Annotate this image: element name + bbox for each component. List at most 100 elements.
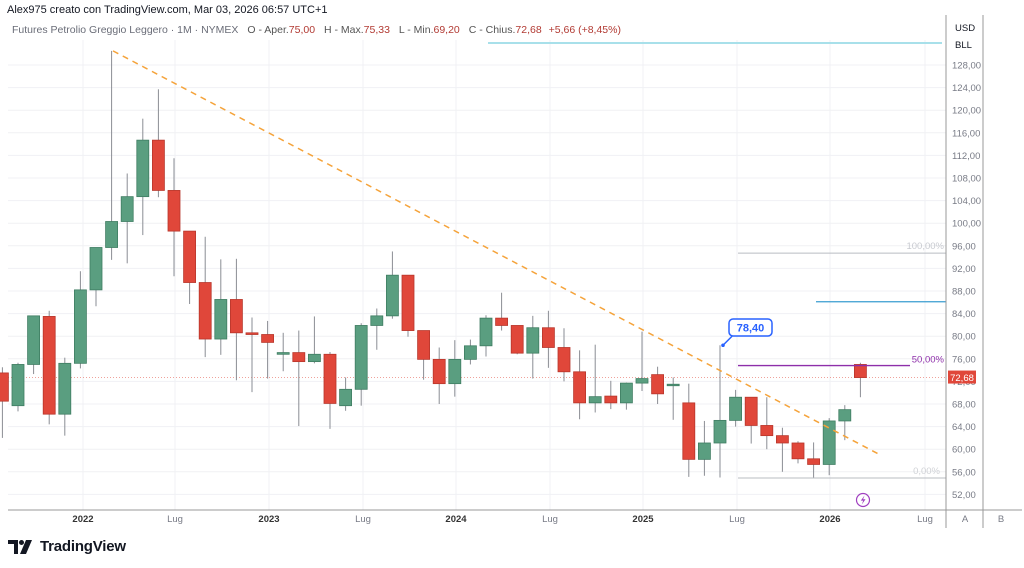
candle	[729, 396, 742, 421]
candle	[463, 345, 477, 360]
candle	[370, 315, 384, 326]
candle	[822, 420, 836, 465]
grid-lines	[8, 40, 946, 510]
open-label: O - Aper.	[247, 24, 289, 36]
candle	[183, 230, 197, 283]
low-value: 69,20	[433, 24, 460, 36]
chart-credit: Alex975 creato con TradingView.com, Mar …	[7, 4, 328, 16]
candle	[354, 325, 368, 390]
candle	[432, 358, 446, 385]
high-value: 75,33	[363, 24, 390, 36]
candle	[588, 396, 602, 404]
symbol-title[interactable]: Futures Petrolio Greggio Leggero · 1M · …	[12, 24, 239, 36]
drawings[interactable]: 100,00% 50,00% 0,00% 78,40	[112, 42, 946, 508]
candle	[105, 221, 118, 248]
time-tick: 2025	[632, 514, 654, 525]
low-label: L - Min.	[398, 24, 434, 36]
price-callout-text: 78,40	[737, 323, 765, 335]
price-callout[interactable]	[728, 318, 773, 337]
lightning-icon[interactable]	[855, 492, 871, 508]
close-value: 72,68	[515, 24, 542, 36]
candle	[401, 274, 415, 331]
price-tick: 128,00	[952, 61, 981, 72]
price-tick: 64,00	[952, 422, 976, 433]
candle	[0, 372, 9, 402]
candle	[74, 289, 87, 364]
candle	[198, 282, 212, 340]
candle	[120, 196, 134, 222]
candle	[11, 364, 25, 407]
candle	[838, 409, 852, 422]
price-tick: 120,00	[952, 106, 981, 117]
open-value: 75,00	[288, 24, 316, 36]
candle	[542, 327, 555, 348]
time-tick: 2023	[258, 514, 279, 525]
candle	[651, 374, 664, 395]
candle	[151, 139, 165, 191]
price-tick: 108,00	[952, 174, 981, 185]
candle	[666, 383, 680, 387]
price-axis[interactable]: 52,0056,0060,0064,0068,0072,0076,0080,00…	[945, 15, 984, 528]
candle	[854, 364, 867, 378]
candle	[713, 419, 727, 444]
candle	[495, 317, 509, 326]
logo-text: TradingView	[40, 538, 126, 555]
fib-100-label: 100,00%	[906, 241, 944, 252]
candle	[760, 425, 774, 437]
price-tick: 88,00	[952, 287, 976, 298]
candle	[42, 316, 56, 415]
price-tick: 116,00	[952, 128, 980, 139]
candle	[682, 402, 696, 460]
unit-label: BLL	[955, 40, 972, 51]
price-tick: 52,00	[952, 490, 976, 501]
trendline[interactable]	[112, 50, 879, 455]
candles	[0, 50, 867, 479]
scale-button-a[interactable]: A	[962, 514, 969, 525]
candle	[604, 395, 618, 404]
time-tick: Lug	[355, 514, 371, 525]
price-tick: 124,00	[952, 83, 981, 94]
candle	[58, 362, 72, 415]
price-tick: 92,00	[952, 264, 976, 275]
candle	[261, 334, 275, 343]
candle	[89, 247, 103, 291]
time-tick: Lug	[542, 514, 558, 525]
price-tick: 56,00	[952, 467, 976, 478]
currency-label: USD	[955, 23, 975, 34]
time-axis[interactable]: 2022 Lug 2023 Lug 2024 Lug 2025 Lug 2026 Lug A B	[8, 509, 1022, 525]
close-label: C - Chius.	[468, 24, 516, 36]
fib-50-label: 50,00%	[912, 355, 945, 366]
candle	[307, 353, 321, 363]
candle	[635, 378, 649, 384]
candle	[385, 274, 399, 317]
candle	[744, 396, 758, 426]
candle	[807, 458, 820, 465]
high-label: H - Max.	[324, 24, 364, 36]
candle	[245, 332, 259, 335]
time-tick: 2022	[72, 514, 93, 525]
price-tick: 100,00	[952, 219, 981, 230]
candle	[776, 435, 789, 444]
candle	[417, 330, 431, 360]
tradingview-logo: TradingView	[8, 538, 126, 555]
candle	[557, 347, 571, 373]
price-tick: 76,00	[952, 354, 976, 365]
scale-button-b[interactable]: B	[998, 514, 1004, 525]
change-value: +5,66 (+8,45%)	[548, 24, 621, 36]
price-tick: 84,00	[952, 309, 976, 320]
candle	[27, 315, 41, 365]
candle	[448, 358, 462, 385]
candle	[292, 352, 306, 363]
price-tick: 60,00	[952, 445, 976, 456]
fib-0-label: 0,00%	[913, 466, 940, 477]
price-tick: 104,00	[952, 196, 981, 207]
candle	[620, 382, 633, 404]
candle	[698, 442, 711, 460]
candle	[791, 442, 805, 460]
candle	[276, 352, 290, 355]
ohlc-legend: Futures Petrolio Greggio Leggero · 1M · …	[12, 24, 621, 36]
candle	[479, 317, 493, 347]
current-price-text: 72,68	[950, 373, 974, 384]
time-tick: Lug	[729, 514, 745, 525]
